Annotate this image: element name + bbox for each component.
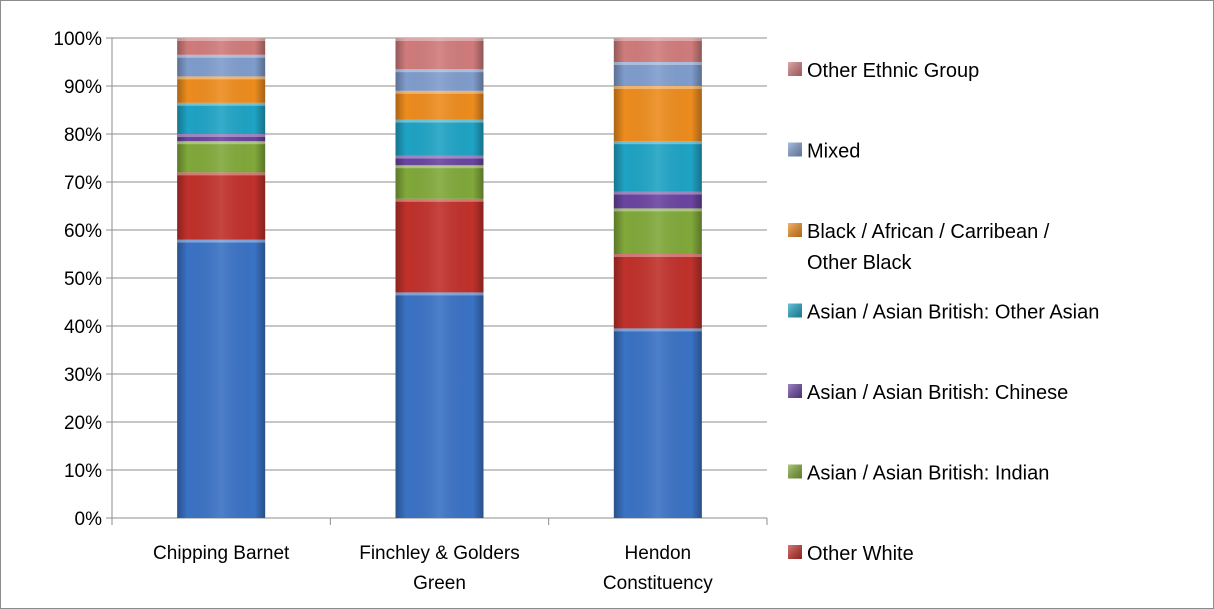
bar-segment-shading — [177, 141, 266, 173]
bar-segment-shading — [395, 292, 484, 518]
y-tick-label: 100% — [53, 29, 102, 50]
bar-segment-shading — [613, 191, 702, 209]
bar-segment-bevel — [177, 239, 266, 243]
bar-segment-shading — [395, 165, 484, 199]
bar-segment-bevel — [395, 90, 484, 94]
legend-entry: Mixed — [788, 141, 860, 163]
x-category-label: Constituency — [603, 573, 713, 594]
bar-segment-bevel — [613, 191, 702, 195]
legend-label: Black / African / Carribean / — [807, 221, 1050, 243]
bar-segment-bevel — [177, 134, 266, 137]
y-tick-label: 20% — [64, 413, 102, 434]
bar-segment-bevel — [395, 119, 484, 123]
bar-segment-shading — [395, 69, 484, 91]
legend-label: Asian / Asian British: Chinese — [807, 382, 1068, 404]
legend-swatch-shading — [788, 303, 802, 318]
bar-segment-bevel — [395, 38, 484, 41]
y-tick-label: 10% — [64, 461, 102, 482]
bar-segment-bevel — [177, 172, 266, 176]
bar-segment-shading — [395, 119, 484, 156]
x-category-label: Finchley & Golders — [359, 543, 520, 564]
bar-segment-bevel — [613, 208, 702, 212]
legend-entry: Asian / Asian British: Chinese — [788, 382, 1068, 404]
bar-segment-shading — [613, 62, 702, 86]
y-tick-label: 30% — [64, 365, 102, 386]
bar-segment-bevel — [177, 54, 266, 58]
y-tick-label: 80% — [64, 125, 102, 146]
legend-label: Other Ethnic Group — [807, 60, 979, 82]
bar-segment-bevel — [613, 328, 702, 332]
bar-stack — [613, 38, 702, 518]
legend-entry: Asian / Asian British: Other Asian — [788, 302, 1099, 324]
bar-segment-bevel — [395, 198, 484, 202]
x-category-label: Hendon — [625, 543, 692, 564]
legend: Other Ethnic Group Mixed Black / African /… — [788, 60, 1099, 565]
legend-swatch-shading — [788, 62, 802, 76]
bar-segment-shading — [177, 38, 266, 55]
bar-segment-shading — [177, 102, 266, 134]
bar-segment-shading — [395, 198, 484, 293]
legend-swatch-shading — [788, 384, 802, 398]
legend-entry: Other White — [788, 543, 914, 565]
bars — [177, 38, 702, 518]
bar-segment-shading — [395, 38, 484, 70]
bar-segment-bevel — [613, 86, 702, 89]
legend-entry: Other Ethnic Group — [788, 60, 979, 82]
bar-segment-shading — [613, 328, 702, 518]
bar-segment-bevel — [395, 155, 484, 159]
bar-segment-bevel — [613, 254, 702, 257]
bar-segment-shading — [395, 90, 484, 120]
bar-segment-shading — [177, 54, 266, 77]
legend-label: Other Black — [807, 252, 912, 274]
legend-label: Asian / Asian British: Indian — [807, 463, 1049, 485]
bar-segment-shading — [177, 239, 266, 518]
bar-segment-bevel — [613, 62, 702, 65]
bar-segment-bevel — [613, 38, 702, 41]
bar-segment-bevel — [177, 38, 266, 41]
legend-label: Other White — [807, 543, 914, 565]
y-tick-label: 50% — [64, 269, 102, 290]
bar-segment-shading — [613, 86, 702, 142]
y-tick-label: 70% — [64, 173, 102, 194]
bar-segment-shading — [613, 141, 702, 192]
x-category-label: Green — [413, 573, 466, 594]
legend-label: Mixed — [807, 141, 860, 163]
x-category-label: Chipping Barnet — [153, 543, 290, 564]
legend-swatch-shading — [788, 545, 802, 559]
bar-segment-bevel — [177, 141, 266, 145]
bar-segment-bevel — [395, 69, 484, 73]
legend-swatch-shading — [788, 142, 802, 157]
legend-swatch-shading — [788, 464, 802, 479]
bar-segment-shading — [177, 134, 266, 142]
y-tick-label: 60% — [64, 221, 102, 242]
bar-stack — [177, 38, 266, 518]
legend-entry: Asian / Asian British: Indian — [788, 463, 1049, 485]
y-axis-ticks: 0% 10% 20% 30% 40% 50% 60% 70% 80% 90% 100% — [53, 29, 102, 530]
y-tick-label: 40% — [64, 317, 102, 338]
legend-entry: Black / African / Carribean / Other Black — [788, 221, 1050, 274]
x-axis-categories: Chipping Barnet Finchley & Golders Green He… — [153, 543, 713, 594]
bar-segment-bevel — [613, 141, 702, 145]
bar-segment-shading — [395, 155, 484, 166]
bar-segment-shading — [613, 254, 702, 329]
bar-segment-bevel — [177, 102, 266, 106]
legend-swatch-shading — [788, 223, 802, 237]
legend-label: Asian / Asian British: Other Asian — [807, 302, 1099, 324]
bar-segment-shading — [177, 172, 266, 240]
y-tick-label: 90% — [64, 77, 102, 98]
bar-segment-shading — [613, 38, 702, 62]
bar-segment-bevel — [177, 76, 266, 80]
bar-segment-bevel — [395, 292, 484, 296]
y-tick-label: 0% — [75, 509, 103, 530]
bar-stack — [395, 38, 484, 518]
bar-segment-shading — [613, 208, 702, 254]
bar-segment-shading — [177, 76, 266, 103]
bar-segment-bevel — [395, 165, 484, 169]
